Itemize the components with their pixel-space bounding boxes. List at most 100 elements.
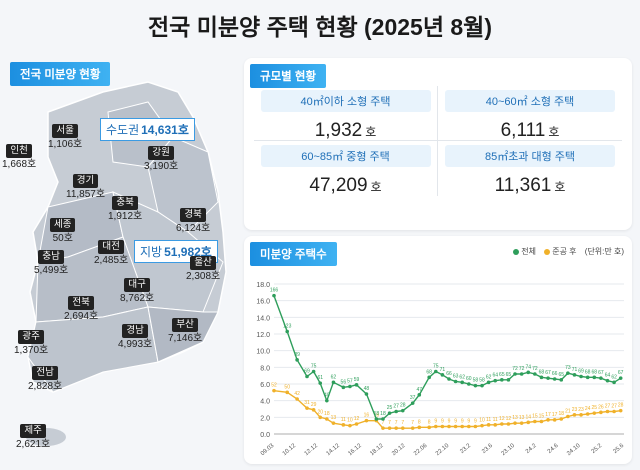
completed-series-point bbox=[566, 414, 570, 419]
total-series-point bbox=[526, 370, 531, 375]
completed-series-data-label: 9 bbox=[461, 419, 464, 425]
total-series-point bbox=[325, 398, 329, 403]
size-cell-60-85: 60~85㎡ 중형 주택 47,209 호 bbox=[254, 141, 438, 196]
completed-series-point bbox=[533, 419, 537, 424]
size-cell-under40: 40㎡이하 소형 주택 1,932 호 bbox=[254, 86, 438, 141]
total-series-data-label: 61 bbox=[317, 375, 323, 381]
x-tick-label: 16.12 bbox=[347, 443, 363, 458]
completed-series-data-label: 10 bbox=[347, 418, 353, 424]
completed-series-data-label: 15 bbox=[539, 414, 545, 420]
total-series-point bbox=[500, 378, 504, 382]
completed-series-data-label: 9 bbox=[454, 419, 457, 425]
total-series-data-label: 63 bbox=[453, 374, 459, 380]
total-series-data-label: 58 bbox=[479, 378, 485, 384]
total-series-data-label: 64 bbox=[492, 373, 498, 379]
x-tick-label: 24.6 bbox=[547, 443, 560, 456]
y-tick-label: 18.0 bbox=[256, 282, 270, 289]
total-series-data-label: 71 bbox=[440, 367, 446, 373]
size-cell-40-60: 40~60㎡ 소형 주택 6,111 호 bbox=[438, 86, 622, 141]
completed-series-data-label: 11 bbox=[493, 417, 498, 423]
x-tick-label: 22.10 bbox=[435, 443, 451, 458]
total-series-data-label: 64 bbox=[605, 373, 611, 379]
x-tick-label: 25.2 bbox=[591, 443, 604, 456]
total-series-point bbox=[410, 401, 415, 405]
total-series-point bbox=[612, 380, 616, 385]
completed-series-point bbox=[513, 421, 517, 425]
total-series-point bbox=[374, 417, 379, 421]
total-series-data-label: 123 bbox=[283, 324, 292, 330]
total-series-point bbox=[546, 376, 550, 380]
completed-series-point bbox=[539, 419, 544, 424]
x-tick-label: 10.12 bbox=[282, 443, 298, 458]
total-series-point bbox=[566, 371, 570, 375]
total-series-point bbox=[305, 374, 309, 379]
capital-area-badge: 수도권 14,631호 bbox=[100, 118, 195, 141]
total-series-point bbox=[552, 377, 557, 381]
total-series-point bbox=[467, 382, 471, 386]
total-series-point bbox=[559, 378, 564, 382]
completed-series-point bbox=[295, 397, 299, 401]
region-incheon: 인천 1,668호 bbox=[2, 144, 37, 170]
completed-series-point bbox=[519, 421, 524, 425]
completed-series-point bbox=[394, 426, 398, 430]
completed-series-data-label: 9 bbox=[434, 419, 437, 425]
completed-series-point bbox=[348, 423, 352, 428]
completed-series-point bbox=[500, 422, 504, 426]
x-tick-label: 18.12 bbox=[369, 443, 385, 458]
completed-series-point bbox=[354, 422, 359, 426]
region-gyeonggi: 경기 11,857호 bbox=[66, 174, 106, 200]
completed-series-data-label: 7 bbox=[388, 420, 391, 426]
completed-series-point bbox=[473, 424, 478, 429]
total-series-data-label: 58 bbox=[473, 378, 479, 384]
region-chungbuk: 충북 1,912호 bbox=[108, 196, 143, 222]
completed-series-point bbox=[579, 413, 583, 417]
total-series-point bbox=[394, 409, 398, 414]
total-series-data-label: 37 bbox=[410, 395, 416, 401]
korea-map bbox=[26, 81, 227, 446]
completed-series-point bbox=[272, 388, 276, 393]
total-series-point bbox=[311, 369, 316, 374]
total-series-point bbox=[354, 383, 359, 387]
total-series-point bbox=[453, 379, 458, 384]
total-series-data-label: 62 bbox=[611, 374, 617, 380]
completed-series-point bbox=[526, 420, 531, 425]
total-series-data-label: 62 bbox=[486, 374, 492, 380]
x-tick-label: 24.10 bbox=[566, 443, 582, 458]
completed-series-point bbox=[325, 417, 329, 421]
chart-card: 미분양 주택수 전체 준공 후 (단위:만 호) 0.0 2.0 4.0 6.0 8.0… bbox=[244, 236, 632, 464]
region-gyeongnam: 경남 4,993호 bbox=[118, 324, 153, 350]
x-tick-label: 22.06 bbox=[413, 443, 429, 458]
completed-series-point bbox=[447, 424, 451, 429]
completed-series-data-label: 26 bbox=[598, 404, 604, 410]
total-series-point bbox=[539, 375, 544, 380]
completed-series-point bbox=[400, 426, 405, 430]
total-series-point bbox=[618, 376, 623, 380]
completed-series-data-label: 7 bbox=[411, 420, 414, 426]
completed-series-data-label: 17 bbox=[545, 412, 551, 418]
total-series-data-label: 75 bbox=[311, 364, 317, 370]
completed-series-point bbox=[612, 409, 616, 414]
completed-series-data-label: 24 bbox=[585, 406, 591, 412]
completed-series-data-label: 25 bbox=[592, 405, 598, 411]
total-series-point bbox=[599, 376, 603, 380]
total-series-data-label: 67 bbox=[598, 370, 604, 376]
completed-series-point bbox=[618, 408, 623, 413]
completed-series-point bbox=[440, 424, 445, 429]
total-series-point bbox=[318, 381, 323, 385]
total-series-point bbox=[585, 375, 590, 380]
total-series-point bbox=[387, 411, 392, 415]
completed-series-point bbox=[572, 413, 577, 417]
total-series-data-label: 166 bbox=[270, 288, 279, 294]
total-series-point bbox=[480, 383, 484, 388]
completed-series-data-label: 11 bbox=[486, 417, 491, 423]
total-series-data-label: 66 bbox=[446, 371, 452, 377]
x-tick-label: 14.12 bbox=[326, 443, 342, 458]
y-tick-label: 8.0 bbox=[260, 365, 270, 372]
total-series-data-label: 75 bbox=[433, 364, 439, 370]
completed-series-point bbox=[410, 426, 415, 430]
completed-series-data-label: 15 bbox=[532, 414, 538, 420]
completed-series-point bbox=[493, 423, 498, 427]
y-tick-label: 14.0 bbox=[256, 315, 270, 322]
completed-series-point bbox=[387, 426, 392, 430]
total-series-point bbox=[331, 380, 336, 385]
